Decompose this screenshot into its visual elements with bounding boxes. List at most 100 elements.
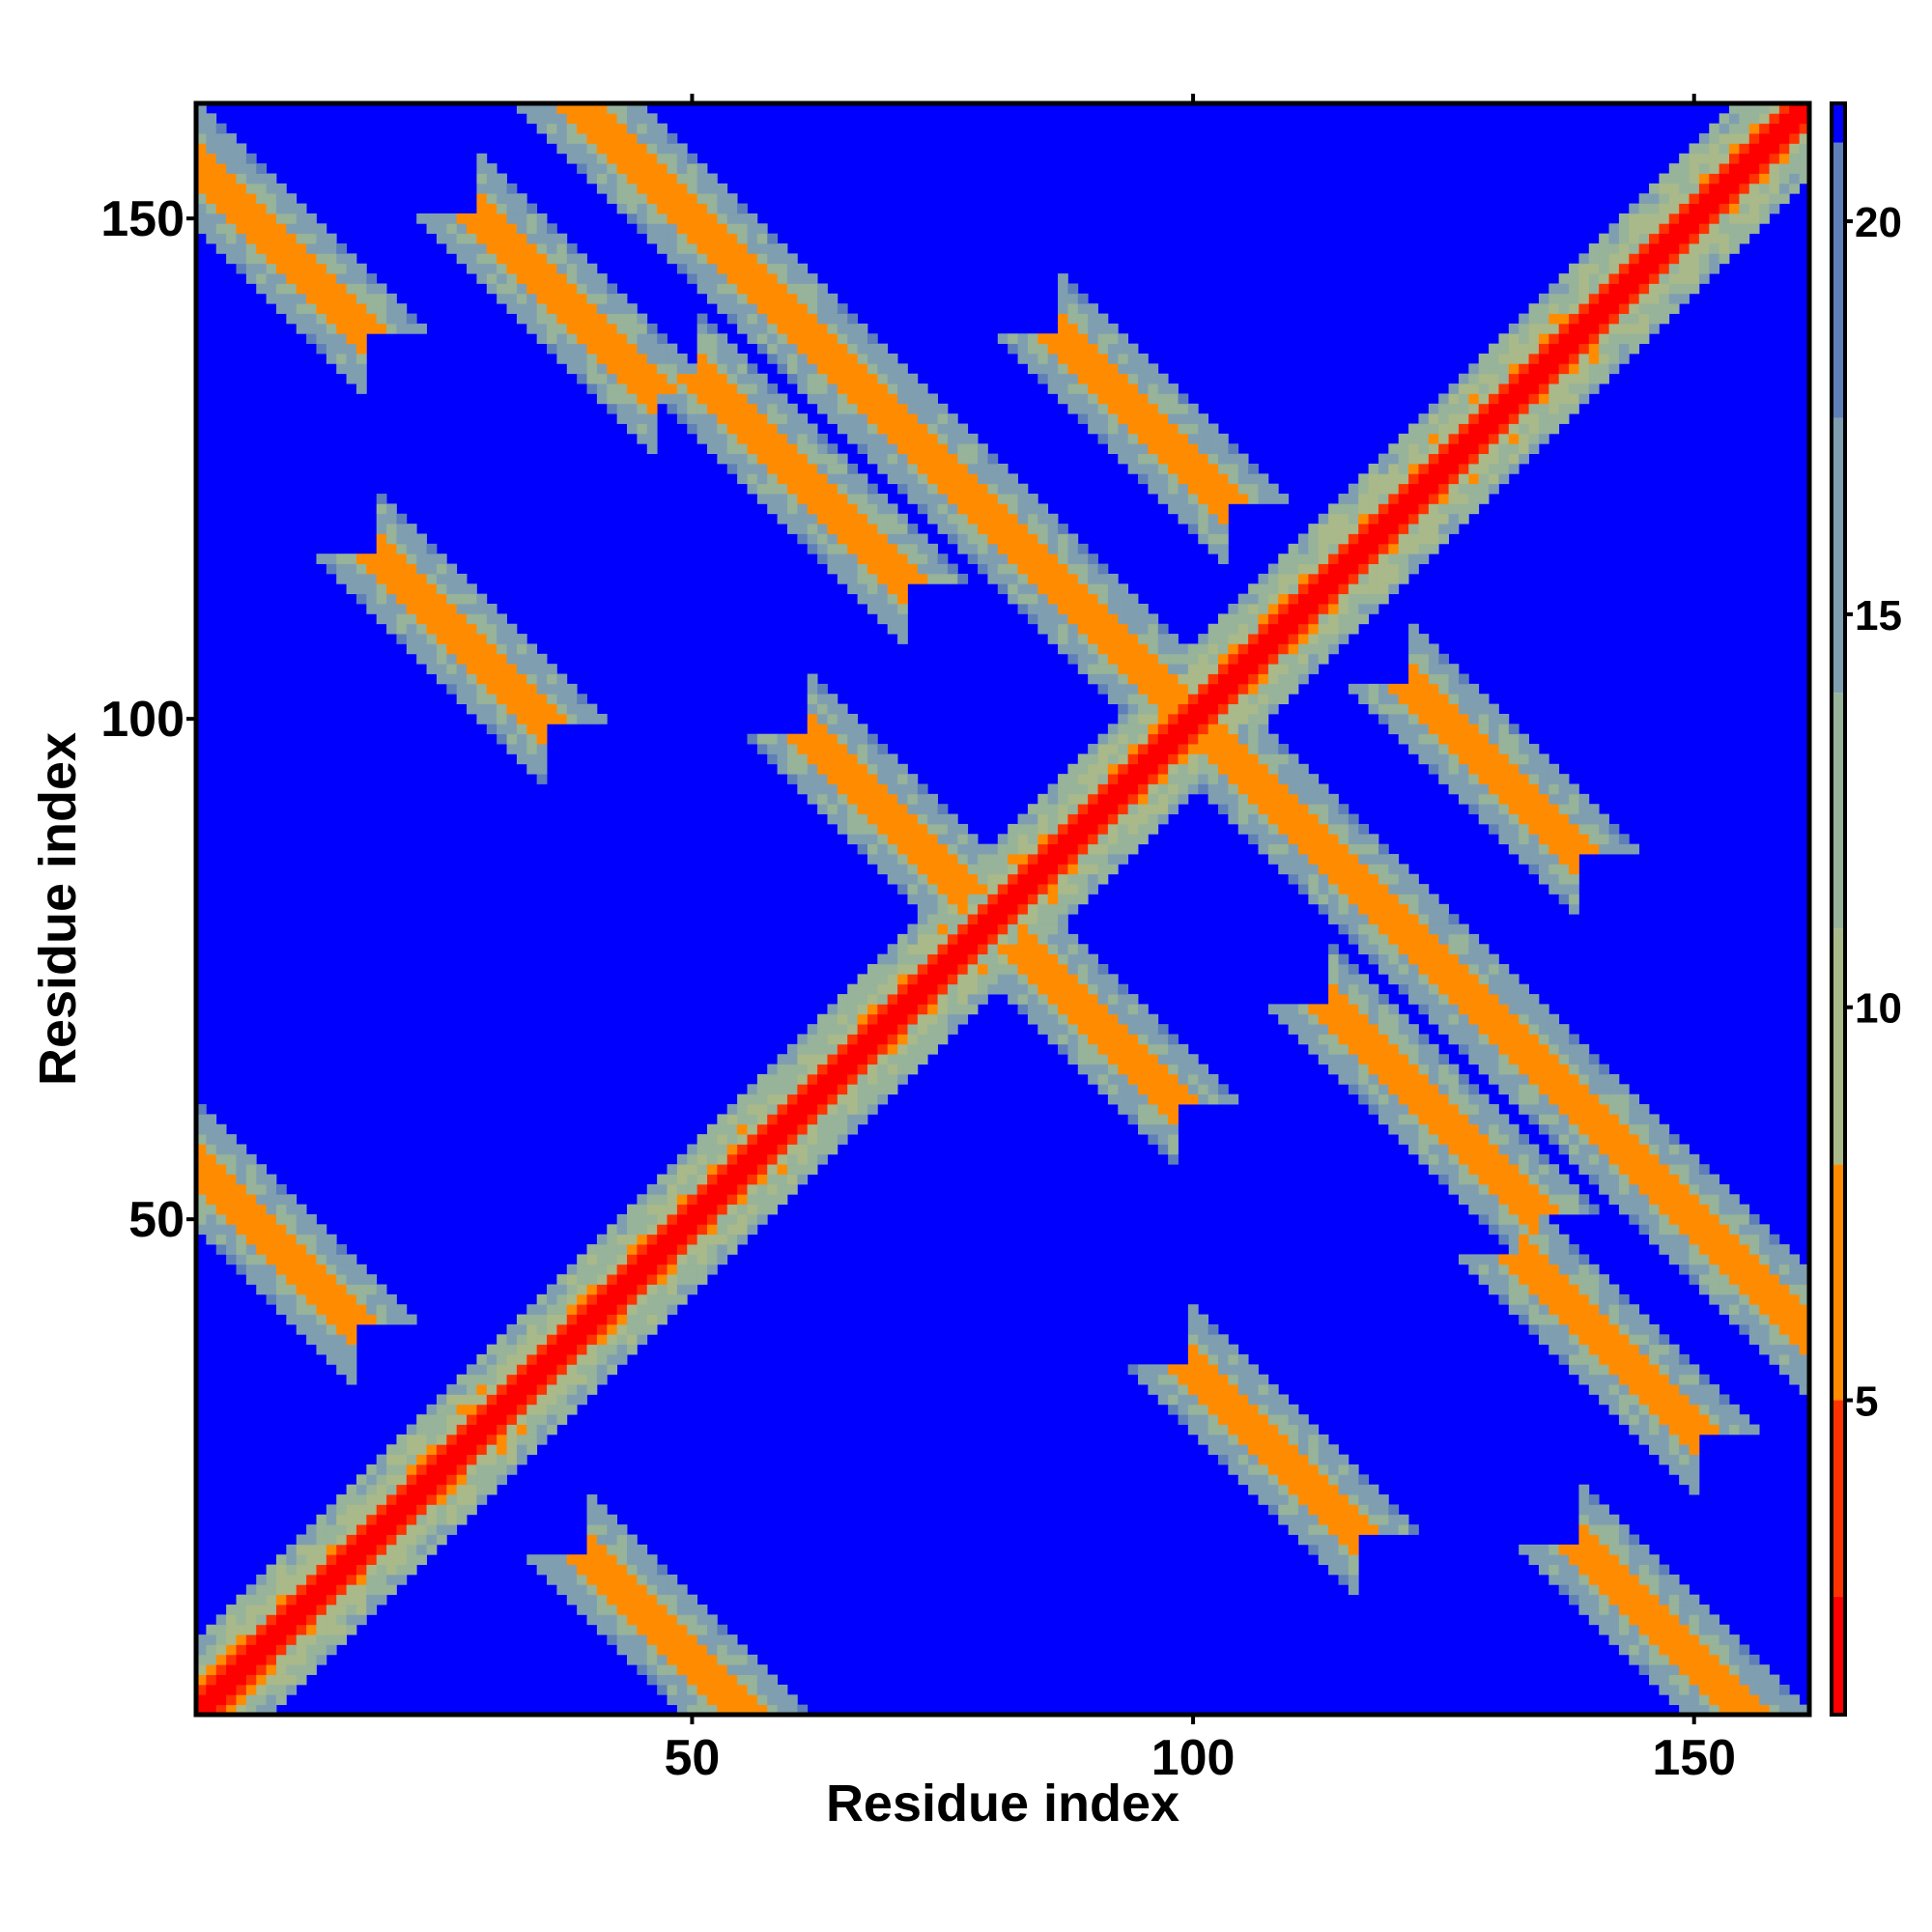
- heatmap-cell: [1017, 543, 1029, 554]
- heatmap-cell: [1297, 1494, 1309, 1505]
- heatmap-cell: [927, 1034, 938, 1045]
- heatmap-cell: [266, 1684, 277, 1695]
- heatmap-cell: [245, 1605, 257, 1615]
- heatmap-cell: [707, 1624, 718, 1635]
- heatmap-cell: [256, 1244, 268, 1255]
- heatmap-cell: [275, 1644, 287, 1656]
- heatmap-cell: [837, 503, 848, 515]
- heatmap-cell: [1067, 783, 1079, 795]
- heatmap-cell: [937, 804, 949, 814]
- heatmap-cell: [667, 1224, 678, 1236]
- heatmap-cell: [376, 524, 387, 534]
- heatmap-cell: [827, 694, 838, 705]
- heatmap-cell: [676, 1244, 688, 1255]
- heatmap-cell: [336, 1354, 347, 1365]
- heatmap-cell: [266, 243, 277, 254]
- heatmap-cell: [707, 1644, 718, 1656]
- heatmap-cell: [1008, 494, 1018, 504]
- heatmap-cell: [316, 1234, 327, 1245]
- heatmap-cell: [717, 1114, 728, 1125]
- heatmap-cell: [1118, 604, 1129, 614]
- heatmap-cell: [947, 513, 958, 525]
- heatmap-cell: [1278, 613, 1290, 625]
- heatmap-cell: [446, 1474, 458, 1486]
- heatmap-cell: [937, 554, 949, 564]
- heatmap-cell: [446, 1424, 458, 1435]
- heatmap-cell: [827, 774, 838, 784]
- heatmap-cell: [296, 233, 307, 244]
- heatmap-cell: [957, 843, 969, 855]
- heatmap-cell: [777, 1704, 788, 1716]
- heatmap-cell: [1067, 894, 1079, 905]
- heatmap-cell: [887, 433, 898, 444]
- heatmap-cell: [637, 1304, 648, 1315]
- heatmap-cell: [747, 1664, 758, 1675]
- heatmap-cell: [1107, 613, 1119, 625]
- heatmap-cell: [877, 1084, 889, 1095]
- heatmap-cell: [1288, 864, 1299, 875]
- heatmap-cell: [1157, 673, 1169, 685]
- heatmap-cell: [646, 1554, 658, 1565]
- heatmap-cell: [1118, 804, 1129, 814]
- heatmap-cell: [1088, 583, 1098, 595]
- heatmap-cell: [737, 323, 748, 334]
- heatmap-cell: [486, 613, 497, 625]
- heatmap-cell: [547, 1364, 557, 1376]
- heatmap-cell: [1008, 864, 1018, 875]
- heatmap-cell: [607, 1274, 618, 1285]
- heatmap-cell: [586, 303, 598, 314]
- heatmap-cell: [767, 403, 779, 414]
- heatmap-cell: [1077, 963, 1089, 975]
- heatmap-cell: [226, 133, 237, 144]
- heatmap-cell: [497, 1354, 507, 1365]
- heatmap-cell: [556, 1394, 568, 1406]
- heatmap-cell: [627, 1213, 638, 1225]
- heatmap-cell: [1037, 1024, 1049, 1035]
- heatmap-cell: [1267, 563, 1279, 575]
- heatmap-cell: [646, 1293, 658, 1305]
- heatmap-cell: [456, 1484, 468, 1495]
- heatmap-cell: [426, 1444, 438, 1456]
- heatmap-cell: [696, 313, 708, 325]
- heatmap-cell: [456, 1444, 468, 1456]
- heatmap-cell: [1037, 994, 1049, 1005]
- heatmap-cell: [907, 834, 919, 845]
- heatmap-cell: [867, 733, 878, 745]
- heatmap-cell: [596, 103, 608, 114]
- heatmap-cell: [1027, 343, 1038, 355]
- heatmap-cell: [1148, 804, 1159, 814]
- heatmap-cell: [837, 543, 848, 554]
- heatmap-cell: [847, 423, 858, 435]
- heatmap-cell: [1248, 703, 1259, 715]
- heatmap-cell: [586, 1564, 598, 1576]
- heatmap-cell: [1198, 513, 1209, 525]
- heatmap-cell: [266, 1224, 277, 1236]
- heatmap-cell: [657, 123, 668, 134]
- heatmap-cell: [566, 343, 578, 355]
- heatmap-cell: [887, 974, 898, 985]
- heatmap-cell: [196, 1684, 207, 1695]
- heatmap-cell: [1148, 363, 1159, 375]
- heatmap-cell: [637, 1544, 648, 1555]
- heatmap-cell: [637, 123, 648, 134]
- heatmap-cell: [1237, 453, 1249, 465]
- heatmap-cell: [737, 1183, 748, 1195]
- heatmap-cell: [1198, 1364, 1209, 1376]
- heatmap-cell: [355, 1544, 367, 1555]
- heatmap-cell: [1198, 733, 1209, 745]
- heatmap-cell: [1067, 843, 1079, 855]
- heatmap-cell: [1077, 613, 1089, 625]
- heatmap-cell: [1058, 933, 1068, 945]
- heatmap-cell: [346, 1584, 357, 1596]
- heatmap-cell: [637, 1334, 648, 1346]
- heatmap-cell: [997, 524, 1009, 534]
- heatmap-cell: [817, 683, 828, 695]
- heatmap-cell: [467, 1474, 477, 1486]
- heatmap-cell: [416, 323, 427, 334]
- heatmap-cell: [786, 273, 798, 284]
- heatmap-cell: [1297, 634, 1309, 644]
- heatmap-cell: [1088, 854, 1098, 865]
- heatmap-cell: [817, 363, 828, 375]
- heatmap-cell: [877, 524, 889, 534]
- heatmap-cell: [827, 303, 838, 314]
